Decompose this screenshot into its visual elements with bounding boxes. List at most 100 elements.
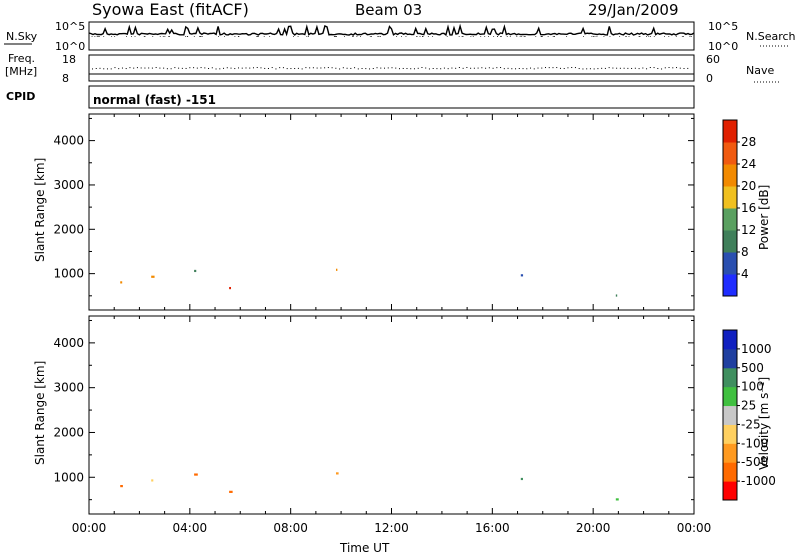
nave-dot (118, 68, 120, 70)
nsearch-dot (566, 36, 568, 37)
nave-dot (634, 67, 636, 69)
freq-unit-label: [MHz] (5, 65, 37, 78)
nsearch-dot (472, 36, 474, 37)
nave-dot (544, 67, 546, 69)
colorbar-tick-label: 25 (741, 399, 756, 413)
nave-dot (151, 67, 153, 69)
velocity-ylabel: Slant Range [km] (33, 361, 47, 465)
nave-dot (267, 67, 269, 69)
velocity-colorbar: 1000 500 100 25 -25 -100 -500 -1000 (722, 329, 776, 501)
nave-dot (451, 67, 453, 69)
nave-dot (282, 67, 284, 69)
nsearch-dot (237, 36, 239, 37)
nave-dot (679, 67, 681, 69)
nave-dot (500, 67, 502, 69)
nsearch-dot (360, 36, 361, 37)
nsearch-dot (168, 36, 170, 37)
nsearch-dot (256, 36, 258, 37)
nave-dot (365, 68, 367, 70)
colorbar-segment (723, 348, 737, 369)
nave-dot (608, 67, 610, 69)
nave-dot (129, 67, 131, 69)
x-tick-label: 08:00 (273, 521, 308, 535)
nave-dot (125, 68, 127, 70)
nsearch-dot (603, 36, 605, 37)
nsearch-dot (234, 36, 236, 37)
nave-dot (530, 67, 532, 69)
nsearch-dot (269, 36, 271, 37)
colorbar-segment (723, 424, 737, 444)
nsearch-dot (596, 36, 598, 37)
nsearch-dot (218, 36, 219, 37)
nsearch-dot (484, 36, 486, 37)
nsearch-dot (344, 36, 345, 37)
nave-dot (174, 67, 176, 69)
nsearch-dot (405, 36, 407, 37)
nave-dot (178, 67, 180, 69)
velocity-panel-bg (89, 316, 694, 514)
nave-dot (380, 67, 382, 69)
nave-dot (271, 67, 273, 69)
nsearch-label: N.Search (746, 30, 796, 43)
nave-dot (631, 67, 633, 69)
nsearch-dot (416, 36, 418, 37)
nave-dot (642, 67, 644, 69)
nsearch-dot (377, 36, 379, 37)
nave-dot (92, 68, 93, 70)
nave-dot (226, 67, 228, 69)
nave-dot (133, 67, 135, 69)
nave-dot (661, 68, 663, 70)
nave-dot (676, 67, 678, 69)
nsearch-dot (625, 36, 627, 37)
colorbar-segment (723, 405, 737, 425)
nsearch-dot (336, 36, 337, 37)
nave-dot (324, 67, 326, 69)
nave-dot (387, 67, 389, 69)
freq-panel (88, 54, 695, 82)
nave-dot (354, 67, 356, 69)
nave-dot (252, 67, 254, 69)
nsearch-dot (126, 36, 127, 37)
nsearch-dot (401, 36, 402, 37)
nave-dot (357, 68, 359, 70)
nave-dot (417, 67, 419, 69)
noise-tick-low-right: 10^0 (708, 40, 738, 53)
nave-dot (458, 67, 460, 69)
nsearch-dot (648, 36, 650, 37)
nave-dot (350, 67, 352, 69)
colorbar-segment (723, 274, 737, 297)
colorbar-tick-label: 8 (741, 245, 749, 259)
colorbar-tick-label: 1000 (741, 342, 772, 356)
nsearch-dot (131, 36, 132, 37)
nsearch-dot (547, 36, 549, 37)
nave-dot (189, 67, 191, 69)
nsearch-dot (238, 36, 240, 37)
nsearch-dot (356, 36, 358, 37)
noise-trace (88, 23, 695, 37)
nsearch-dot (159, 36, 161, 37)
colorbar-tick-label: 20 (741, 179, 756, 193)
nsearch-dot (497, 36, 498, 37)
nave-dot (238, 67, 240, 69)
nave-dot (522, 68, 524, 70)
y-tick-label: 2000 (53, 222, 84, 236)
nave-dot (290, 68, 292, 70)
nsearch-dot (333, 36, 335, 37)
nsearch-dot (334, 36, 336, 37)
nave-dot (537, 67, 539, 69)
nave-dot (208, 67, 210, 69)
nave-dot (297, 67, 299, 69)
nave-dot (170, 68, 172, 70)
nave-dot (264, 67, 266, 69)
nave-dot (462, 67, 464, 69)
colorbar-segment (723, 120, 737, 143)
nsearch-dot (378, 36, 380, 37)
nave-dot (672, 67, 674, 69)
colorbar-tick-label: -25 (741, 417, 761, 431)
nave-dot (541, 67, 543, 69)
nave-dot (361, 68, 363, 70)
colorbar-segment (723, 330, 737, 350)
nsearch-dot (493, 36, 495, 37)
nsearch-dot (540, 36, 542, 37)
nave-dot (339, 68, 341, 70)
